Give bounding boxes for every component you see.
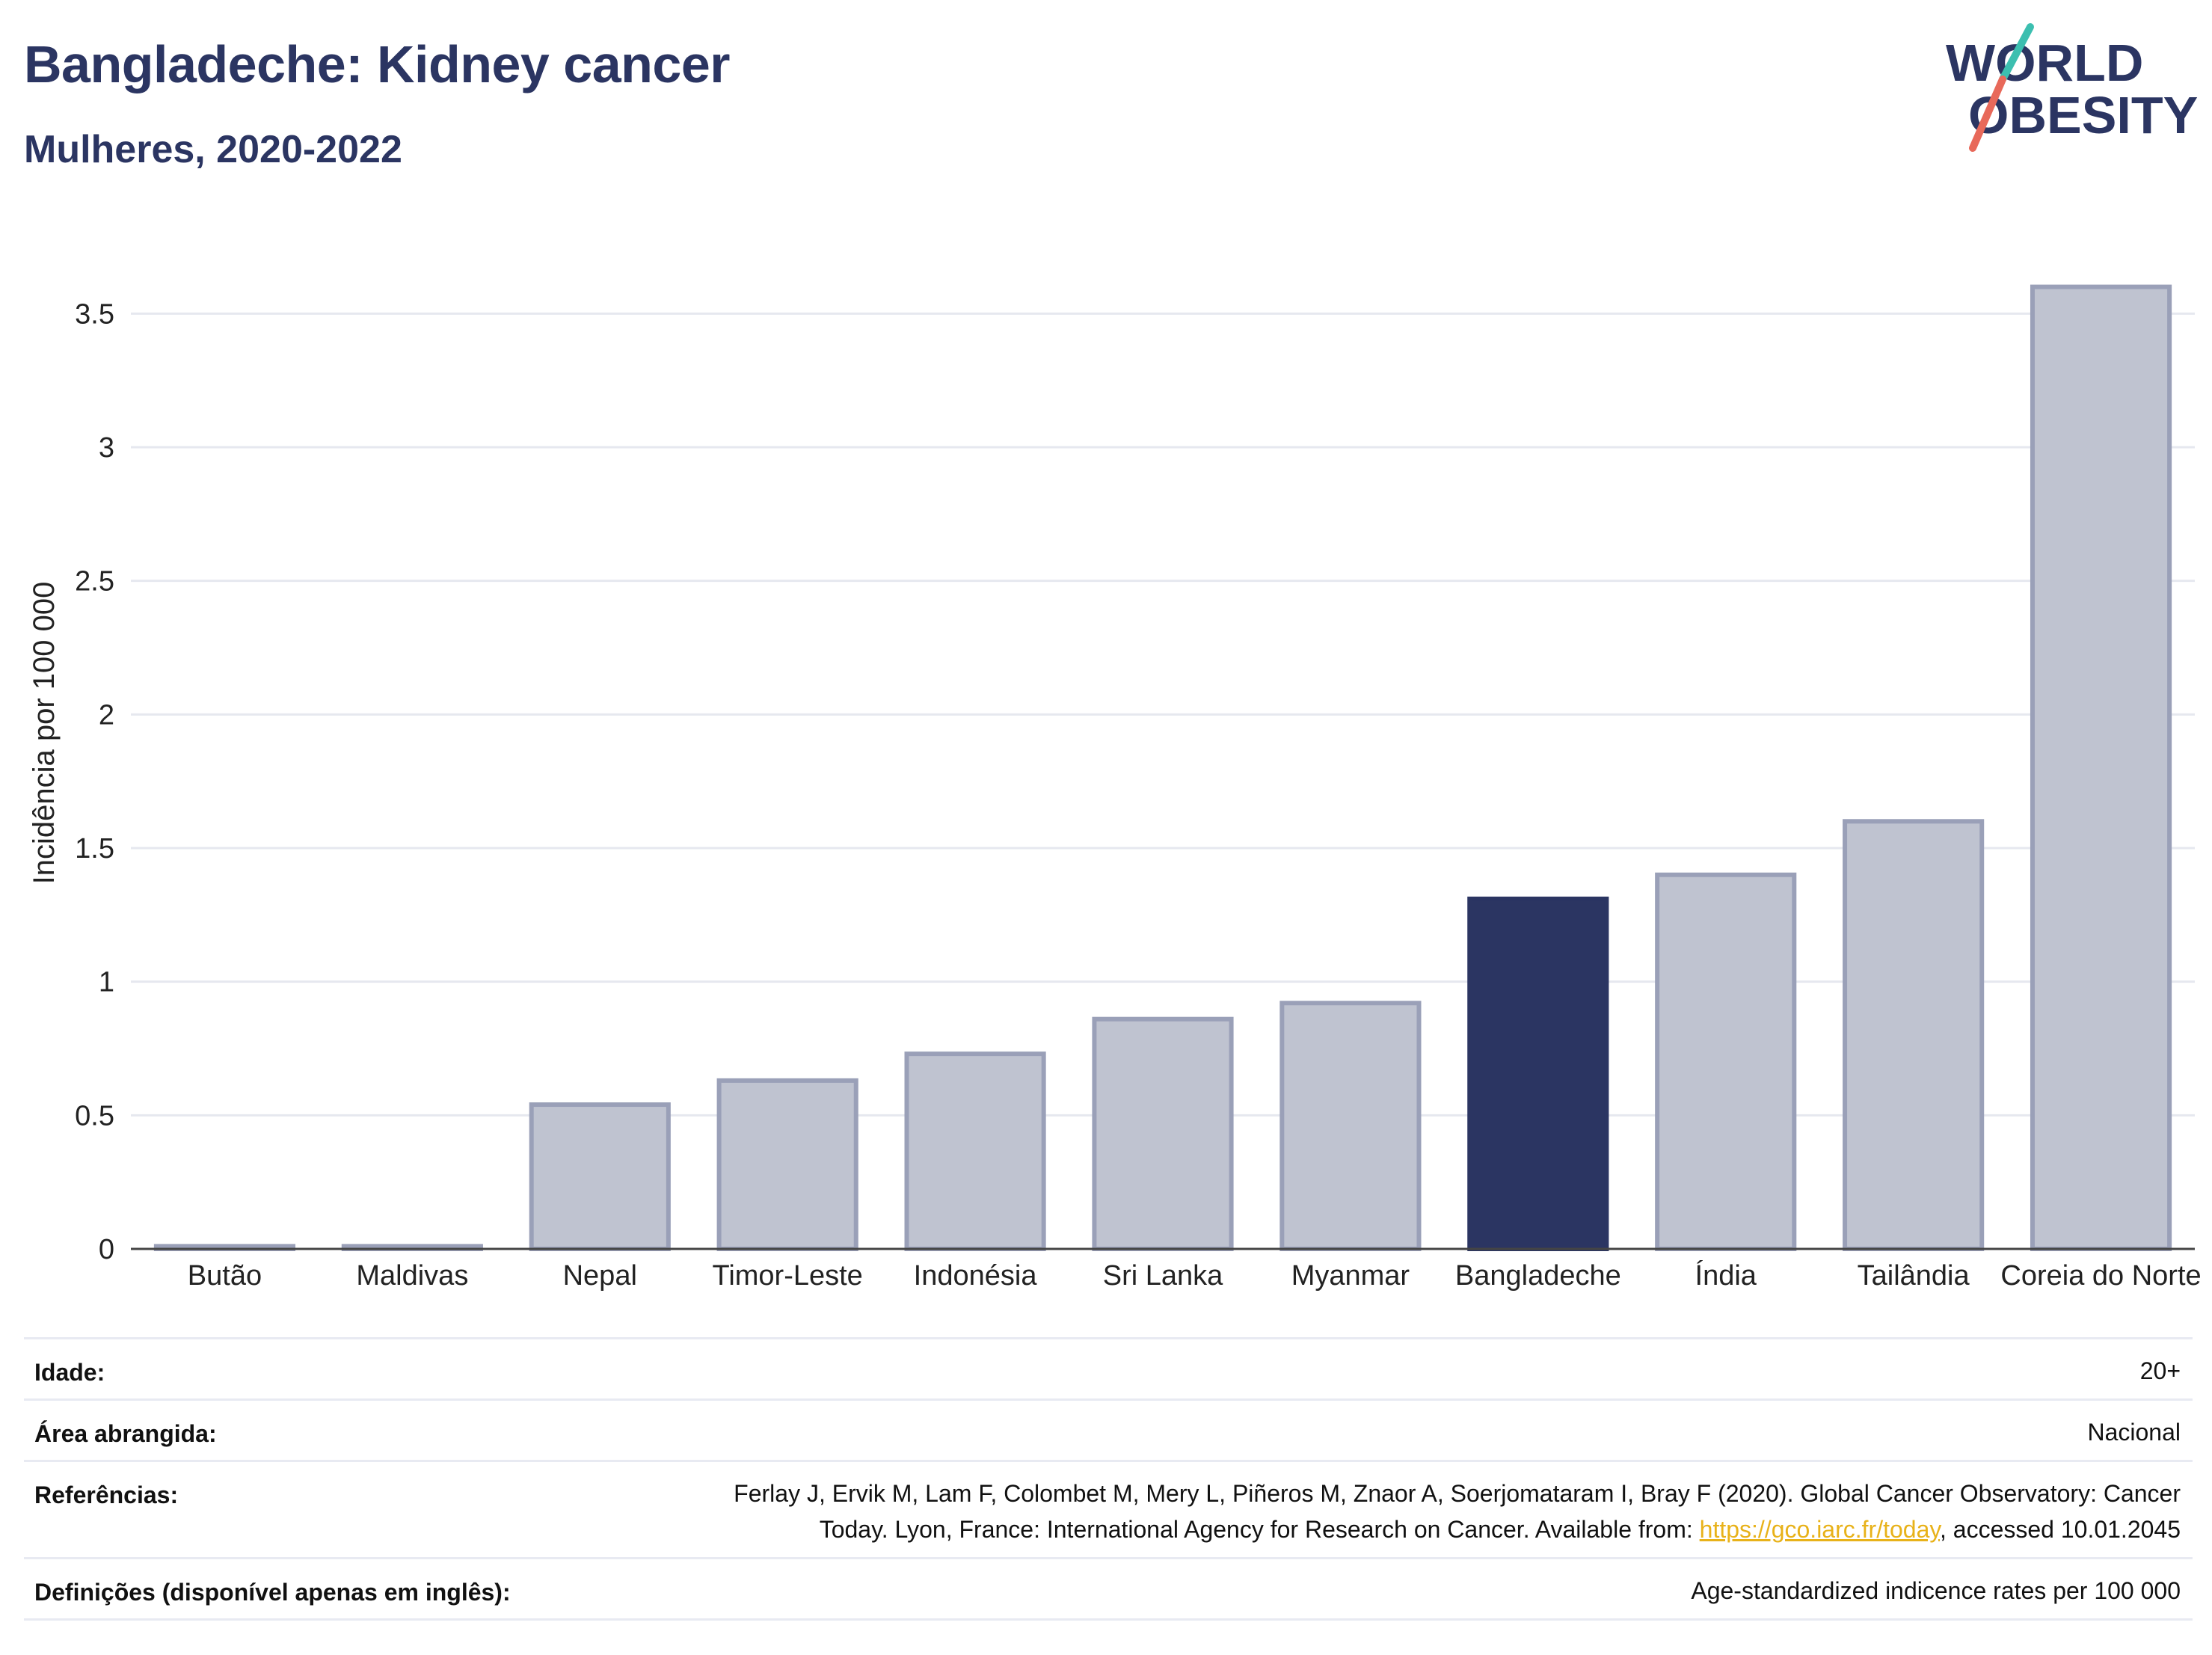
y-tick-label: 1.5 bbox=[75, 833, 114, 865]
bar bbox=[1467, 896, 1609, 1251]
x-tick-label: Butão bbox=[188, 1260, 262, 1292]
meta-area-label: Área abrangida: bbox=[34, 1420, 217, 1447]
chart-subtitle: Mulheres, 2020-2022 bbox=[24, 128, 402, 171]
meta-ref-value: Ferlay J, Ervik M, Lam F, Colombet M, Me… bbox=[734, 1476, 2181, 1547]
bar bbox=[1279, 1001, 1422, 1251]
x-tick-label: Nepal bbox=[563, 1260, 637, 1292]
logo-slash-coral bbox=[1969, 76, 2006, 152]
logo-slash-teal bbox=[1999, 23, 2034, 83]
bar bbox=[1843, 819, 1985, 1252]
y-tick-label: 3.5 bbox=[75, 298, 114, 330]
y-tick-label: 3 bbox=[99, 432, 114, 464]
meta-ref-line1: Ferlay J, Ervik M, Lam F, Colombet M, Me… bbox=[734, 1480, 2181, 1507]
bar bbox=[529, 1102, 671, 1252]
x-tick-label: Maldivas bbox=[356, 1260, 468, 1292]
meta-row-age: Idade: 20+ bbox=[24, 1337, 2193, 1401]
x-tick-label: Bangladeche bbox=[1455, 1260, 1621, 1292]
y-tick-label: 2 bbox=[99, 699, 114, 731]
bar bbox=[1655, 872, 1797, 1251]
x-tick-label: Sri Lanka bbox=[1103, 1260, 1223, 1292]
x-tick-label: Coreia do Norte bbox=[2000, 1260, 2201, 1292]
x-tick-label: Myanmar bbox=[1291, 1260, 1410, 1292]
bar bbox=[904, 1051, 1046, 1251]
y-tick-label: 2.5 bbox=[75, 566, 114, 598]
chart-title: Bangladeche: Kidney cancer bbox=[24, 35, 731, 93]
meta-ref-link[interactable]: https://gco.iarc.fr/today bbox=[1699, 1516, 1940, 1543]
meta-ref-line2-post: , accessed 10.01.2045 bbox=[1939, 1516, 2181, 1543]
x-tick-label: Índia bbox=[1695, 1259, 1757, 1292]
bar bbox=[2030, 284, 2172, 1252]
meta-row-definitions: Definições (disponível apenas em inglês)… bbox=[24, 1557, 2193, 1621]
bar-chart: 0 0.5 1 1.5 2 2.5 3 3.5 Butão Maldivas Nepal Timor-… bbox=[28, 284, 2202, 1292]
y-axis-label: Incidência por 100 000 bbox=[28, 582, 61, 885]
meta-row-area: Área abrangida: Nacional bbox=[24, 1398, 2193, 1462]
x-tick-label: Timor-Leste bbox=[713, 1260, 863, 1292]
meta-ref-line2: Today. Lyon, France: International Agenc… bbox=[734, 1511, 2181, 1547]
meta-ref-label: Referências: bbox=[34, 1481, 179, 1508]
y-tick-label: 0.5 bbox=[75, 1100, 114, 1132]
meta-area-value: Nacional bbox=[2087, 1419, 2181, 1446]
meta-age-label: Idade: bbox=[34, 1359, 105, 1386]
logo-line2: OBESITY bbox=[1968, 86, 2198, 144]
bar bbox=[1092, 1016, 1234, 1252]
meta-def-label: Definições (disponível apenas em inglês)… bbox=[34, 1579, 511, 1606]
x-tick-label: Tailândia bbox=[1858, 1260, 1970, 1292]
meta-row-references: Referências: Ferlay J, Ervik M, Lam F, C… bbox=[24, 1460, 2193, 1559]
meta-ref-line2-pre: Today. Lyon, France: International Agenc… bbox=[819, 1516, 1700, 1543]
y-tick-label: 1 bbox=[99, 967, 114, 998]
logo-line1: WORLD bbox=[1946, 34, 2143, 92]
y-tick-label: 0 bbox=[99, 1234, 114, 1265]
meta-def-value: Age-standardized indicence rates per 100… bbox=[1691, 1577, 2181, 1604]
bar bbox=[716, 1078, 858, 1251]
x-tick-label: Indonésia bbox=[914, 1260, 1038, 1292]
world-obesity-logo: WORLD OBESITY bbox=[1946, 23, 2198, 152]
meta-bottom-rule bbox=[24, 1618, 2193, 1621]
meta-age-value: 20+ bbox=[2139, 1357, 2181, 1384]
